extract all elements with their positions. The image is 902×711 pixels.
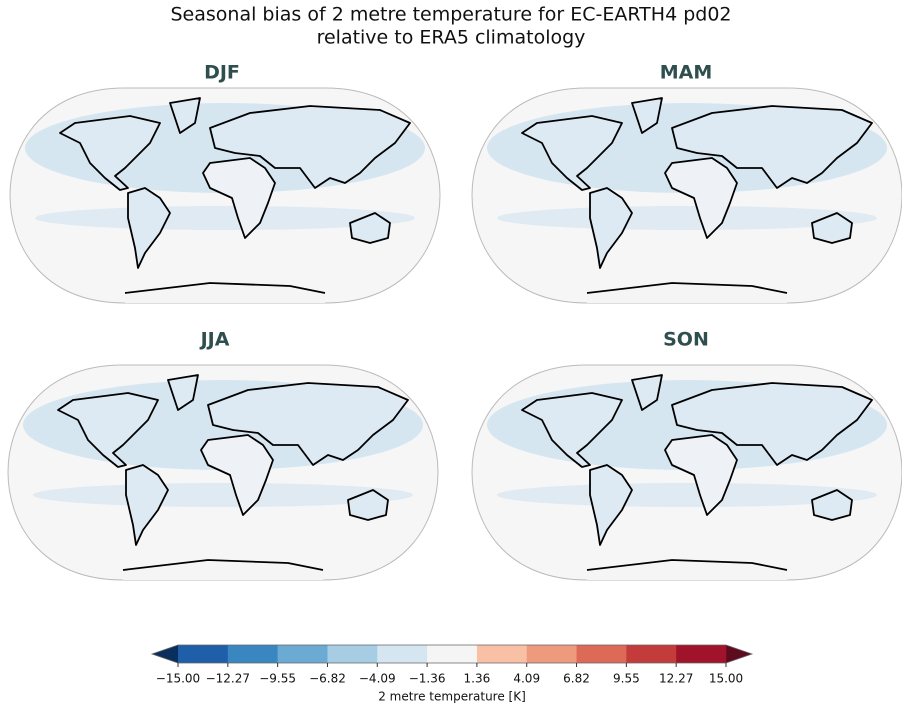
colorbar-bin — [277, 645, 328, 663]
colorbar-extend — [726, 645, 752, 663]
colorbar-tick-label: 15.00 — [709, 672, 743, 686]
colorbar-tick-label: −12.27 — [206, 672, 250, 686]
colorbar-bin — [626, 645, 677, 663]
colorbar-bin — [178, 645, 229, 663]
colorbar-bin — [526, 645, 577, 663]
colorbar-tick-label: −1.36 — [409, 672, 446, 686]
colorbar-tick-label: −4.09 — [359, 672, 396, 686]
colorbar-bin — [427, 645, 478, 663]
map — [10, 88, 440, 303]
panel-title: JJA — [199, 329, 230, 351]
colorbar-bin — [327, 645, 378, 663]
colorbar-tick-label: −15.00 — [156, 672, 200, 686]
panel-title: MAM — [660, 62, 713, 84]
map — [472, 88, 902, 303]
colorbar-tick-label: −6.82 — [309, 672, 346, 686]
colorbar-tick-label: 4.09 — [513, 672, 540, 686]
colorbar-tick-label: 9.55 — [613, 672, 640, 686]
panel-title: DJF — [204, 62, 240, 84]
title: relative to ERA5 climatology — [317, 27, 586, 49]
colorbar-label: 2 metre temperature [K] — [378, 690, 526, 704]
title: Seasonal bias of 2 metre temperature for… — [171, 4, 732, 26]
colorbar-bin — [476, 645, 528, 663]
map — [472, 365, 902, 580]
colorbar-bin — [377, 645, 428, 663]
colorbar-tick-label: 1.36 — [464, 672, 491, 686]
colorbar-bin — [227, 645, 278, 663]
colorbar-tick-label: 6.82 — [563, 672, 590, 686]
colorbar-tick-label: −9.55 — [259, 672, 296, 686]
panel-title: SON — [663, 329, 709, 351]
colorbar-bin — [576, 645, 627, 663]
map — [8, 365, 438, 580]
colorbar-tick-label: 12.27 — [659, 672, 693, 686]
colorbar: −15.00 −12.27 −9.55 −6.82 −4.09 −1.36 1.36 4.09… — [150, 644, 754, 686]
colorbar-extend — [152, 645, 178, 663]
colorbar-bin — [676, 645, 727, 663]
